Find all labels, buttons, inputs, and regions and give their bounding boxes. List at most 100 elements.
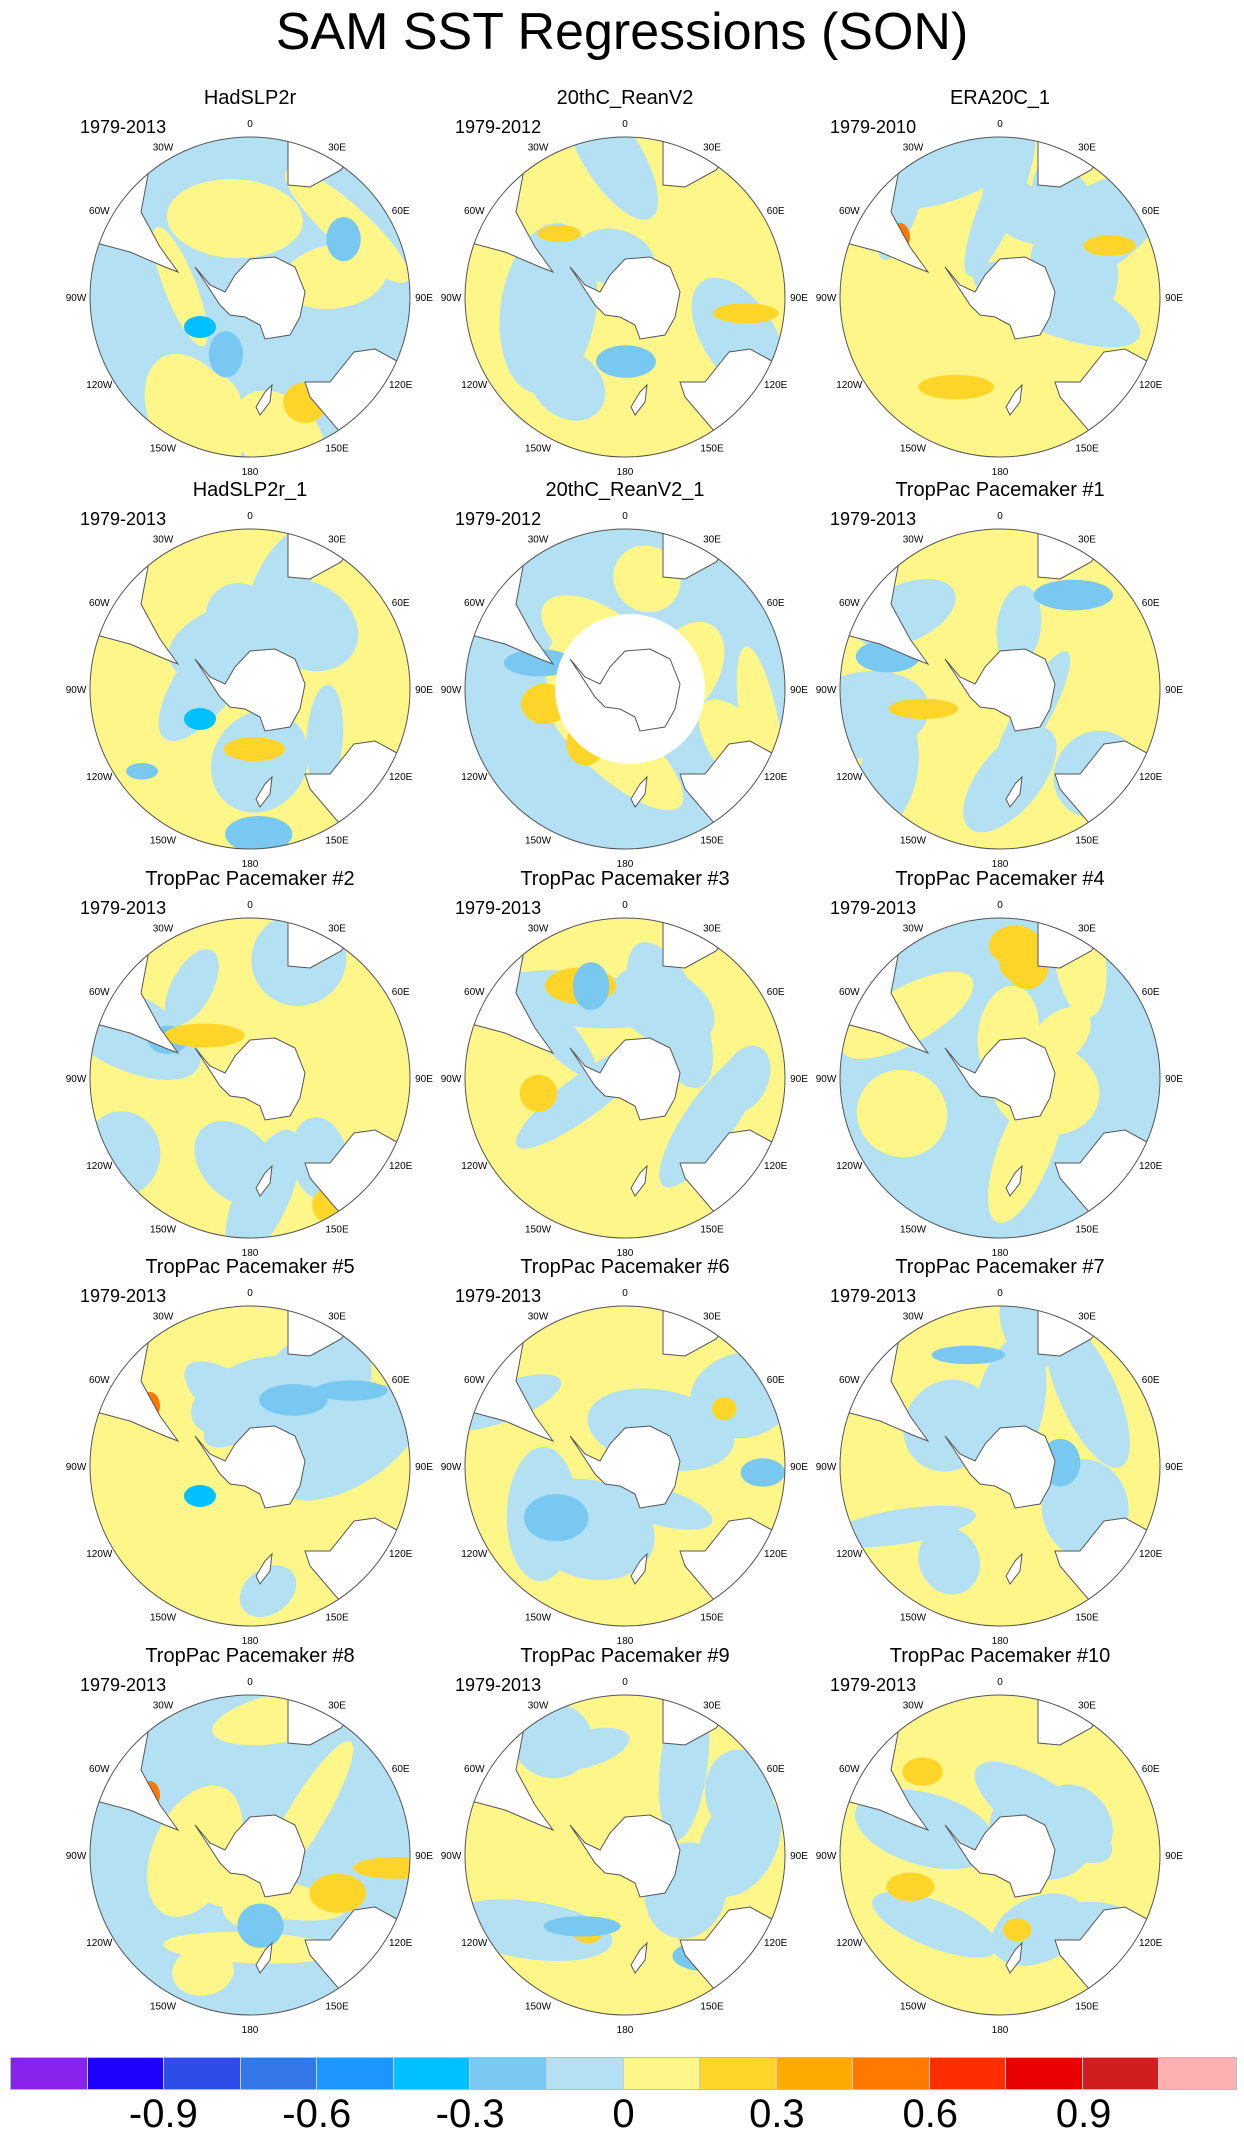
longitude-label: 180: [242, 2025, 259, 2036]
panel-years: 1979-2013: [830, 1675, 917, 1695]
map-border: [464, 136, 786, 458]
map-panel: 20thC_ReanV2 1979-2012 0 30E 60E 90E 120E 150E 1…: [425, 87, 825, 507]
polar-map: 0 30E 60E 90E 120E 150E 180 150W 120W 90W 60W 30W: [816, 900, 1184, 1259]
colorbar-swatch: [700, 2058, 777, 2089]
longitude-label: 150E: [700, 1225, 724, 1236]
longitude-label: 120E: [1139, 772, 1163, 783]
longitude-label: 0: [622, 900, 628, 911]
longitude-label: 60E: [767, 598, 785, 609]
longitude-label: 0: [622, 119, 628, 130]
map-panel: TropPac Pacemaker #2 1979-2013 0 30E 60E 90E 1…: [50, 868, 450, 1288]
panel-title: TropPac Pacemaker #10: [889, 1645, 1111, 1667]
longitude-label: 120W: [836, 772, 863, 783]
panel-years: 1979-2013: [80, 1675, 167, 1695]
panel-title: 20thC_ReanV2: [556, 87, 694, 109]
polar-map: 0 30E 60E 90E 120E 150E 180 150W 120W 90W 60W 30W: [441, 900, 809, 1259]
panel-years: 1979-2013: [830, 1286, 917, 1306]
longitude-label: 60E: [1142, 1375, 1160, 1386]
sst-contour: [872, 1891, 999, 1958]
longitude-label: 180: [617, 1248, 634, 1259]
antarctica-land: [944, 1037, 1056, 1121]
longitude-label: 30E: [703, 142, 721, 153]
longitude-label: 30E: [1078, 1700, 1096, 1711]
longitude-label: 90E: [1165, 685, 1183, 696]
longitude-label: 150W: [150, 836, 177, 847]
longitude-label: 0: [997, 900, 1003, 911]
sst-contour: [903, 1379, 994, 1472]
longitude-label: 120W: [836, 380, 863, 391]
longitude-label: 30E: [703, 923, 721, 934]
map-border: [464, 917, 786, 1239]
sst-contour: [564, 137, 659, 220]
longitude-label: 60W: [89, 1375, 110, 1386]
panel-years: 1979-2013: [80, 898, 167, 918]
map-panel: TropPac Pacemaker #8 1979-2013 0 30E 60E 90E 1…: [50, 1645, 450, 2065]
sst-contour: [931, 1345, 1006, 1365]
longitude-label: 120E: [764, 1161, 788, 1172]
longitude-label: 120W: [836, 1161, 863, 1172]
longitude-label: 90W: [441, 685, 462, 696]
map-panel: TropPac Pacemaker #6 1979-2013 0 30E 60E 90E 1…: [425, 1256, 825, 1676]
longitude-label: 90E: [790, 293, 808, 304]
sst-contour: [306, 684, 344, 791]
sst-contour: [974, 1761, 1113, 1864]
longitude-label: 60E: [767, 206, 785, 217]
sst-contour: [259, 1384, 328, 1416]
sst-contour: [223, 737, 285, 762]
longitude-label: 60E: [767, 1375, 785, 1386]
panel-years: 1979-2010: [830, 117, 917, 137]
longitude-label: 90E: [1165, 1851, 1183, 1862]
longitude-label: 180: [992, 859, 1009, 870]
colorbar-tick-label: 0: [612, 2092, 635, 2136]
longitude-label: 120E: [389, 1161, 413, 1172]
longitude-label: 120W: [836, 1549, 863, 1560]
longitude-label: 120W: [461, 1161, 488, 1172]
longitude-label: 60E: [1142, 598, 1160, 609]
new-zealand-land: [1005, 1941, 1023, 1974]
panel-title: TropPac Pacemaker #4: [895, 868, 1105, 890]
longitude-label: 60E: [1142, 206, 1160, 217]
sst-contour: [740, 1458, 785, 1487]
map-border: [839, 528, 1161, 850]
antarctica-land: [569, 256, 681, 340]
antarctica-land: [569, 648, 681, 732]
colorbar-tick-label: -0.6: [282, 2092, 352, 2136]
polar-map: 0 30E 60E 90E 120E 150E 180 150W 120W 90W 60W 30W: [816, 1288, 1184, 1647]
new-zealand-land: [255, 1164, 273, 1197]
sst-contour: [166, 179, 303, 259]
longitude-label: 0: [247, 900, 253, 911]
map-panel: ERA20C_1 1979-2010 0 30E 60E 90E 120E 150E 180 15…: [800, 87, 1200, 507]
map-panel: TropPac Pacemaker #5 1979-2013 0 30E 60E 90E 1…: [50, 1256, 450, 1676]
longitude-label: 150W: [525, 2002, 552, 2013]
colorbar-tick-label: 0.3: [749, 2092, 805, 2136]
panel-years: 1979-2012: [455, 509, 542, 529]
longitude-label: 0: [622, 1288, 628, 1299]
longitude-label: 90E: [790, 1462, 808, 1473]
longitude-label: 120E: [764, 772, 788, 783]
longitude-label: 150W: [150, 1225, 177, 1236]
map-border: [89, 917, 411, 1239]
longitude-label: 30E: [703, 534, 721, 545]
longitude-label: 120E: [764, 1938, 788, 1949]
antarctica-land: [944, 1814, 1056, 1898]
longitude-label: 150E: [700, 444, 724, 455]
colorbar-tick-label: 0.9: [1055, 2092, 1112, 2136]
colorbar: [10, 2057, 1237, 2090]
longitude-label: 180: [617, 2025, 634, 2036]
longitude-label: 30W: [903, 923, 924, 934]
antarctica-land: [569, 1425, 681, 1509]
longitude-label: 0: [997, 511, 1003, 522]
sst-contour: [711, 1396, 737, 1421]
longitude-label: 150E: [1075, 2002, 1099, 2013]
longitude-label: 90E: [790, 685, 808, 696]
map-border: [464, 528, 786, 850]
map-panel: TropPac Pacemaker #1 1979-2013 0 30E 60E 90E 1…: [800, 479, 1200, 899]
new-zealand-land: [1005, 383, 1023, 416]
sst-contour: [543, 1916, 621, 1937]
sst-contour: [713, 303, 779, 324]
sst-contour: [596, 345, 656, 378]
longitude-label: 180: [242, 1248, 259, 1259]
longitude-label: 30E: [1078, 142, 1096, 153]
sst-contour: [147, 1785, 243, 1917]
colorbar-swatch: [87, 2058, 165, 2089]
